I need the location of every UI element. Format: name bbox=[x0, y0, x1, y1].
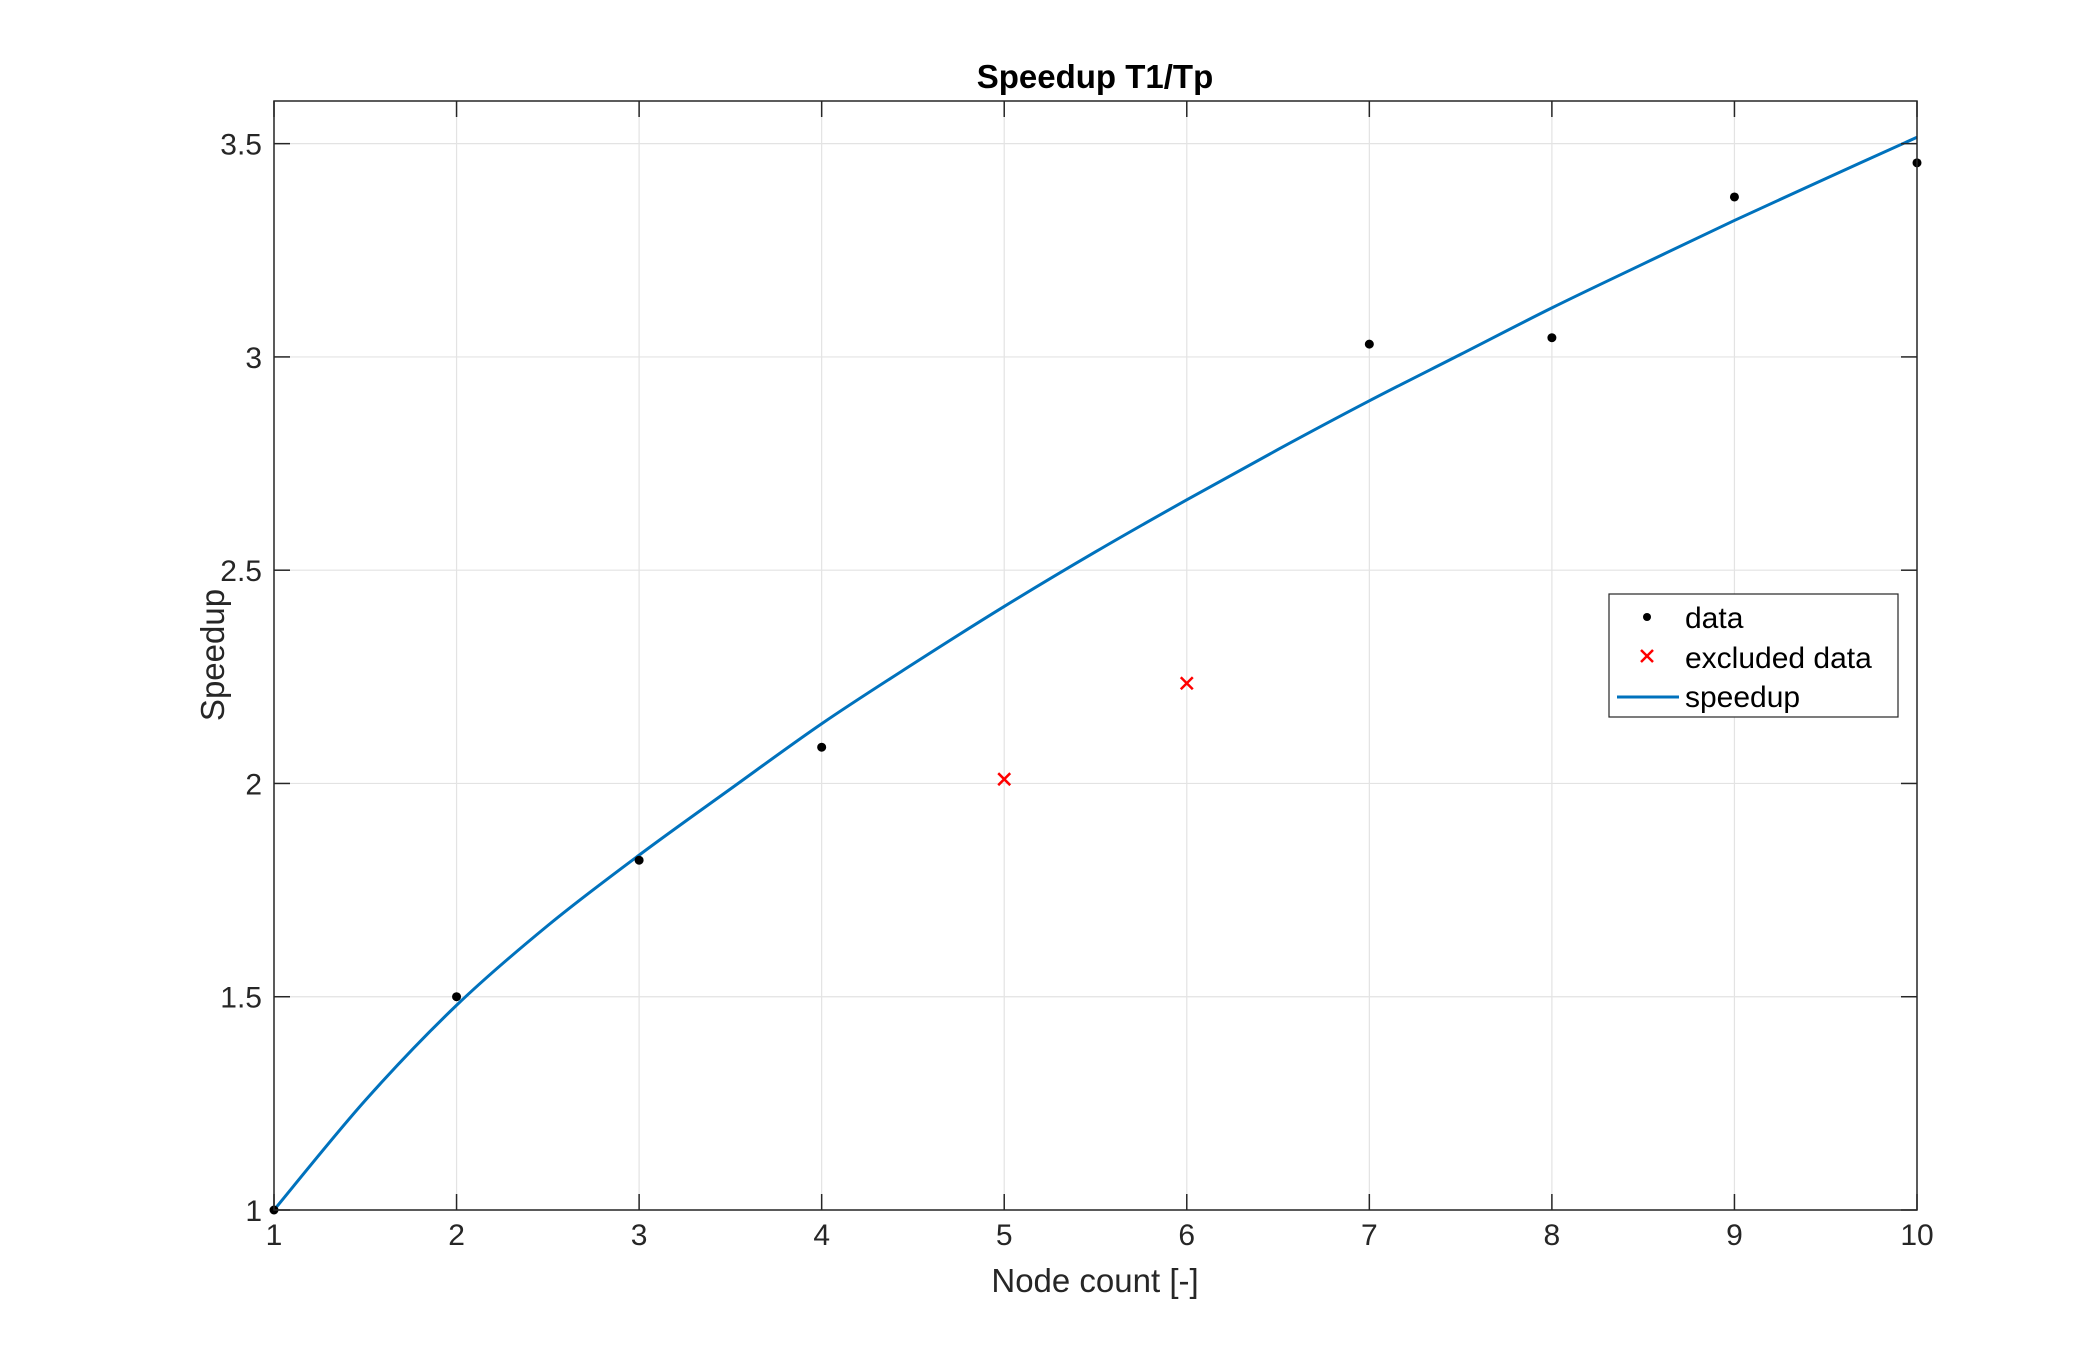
data-point bbox=[817, 742, 827, 752]
y-tick-label: 2 bbox=[245, 768, 262, 801]
data-point bbox=[452, 992, 462, 1002]
legend: data excluded data speedup bbox=[1608, 593, 1899, 718]
axis-ticks bbox=[273, 101, 1918, 1211]
legend-data-marker bbox=[1643, 613, 1651, 621]
x-axis-label: Node count [-] bbox=[991, 1262, 1198, 1299]
legend-label-speedup: speedup bbox=[1685, 681, 1800, 714]
excluded-data-point bbox=[997, 772, 1012, 787]
y-tick-label: 2.5 bbox=[220, 555, 262, 588]
x-tick-label: 10 bbox=[1900, 1219, 1933, 1252]
legend-label-data: data bbox=[1685, 602, 1744, 635]
y-tick-label: 3.5 bbox=[220, 129, 262, 162]
x-tick-labels: 1 2 3 4 5 6 7 8 9 10 bbox=[266, 1219, 1934, 1252]
plot-frame bbox=[273, 100, 1918, 1211]
data-point bbox=[634, 855, 644, 865]
x-tick-label: 8 bbox=[1544, 1219, 1561, 1252]
x-tick-label: 6 bbox=[1178, 1219, 1195, 1252]
excluded-data-point bbox=[1179, 676, 1194, 691]
data-point bbox=[1729, 192, 1739, 202]
x-tick-label: 2 bbox=[448, 1219, 465, 1252]
x-tick-label: 3 bbox=[631, 1219, 648, 1252]
legend-label-excluded-data: excluded data bbox=[1685, 642, 1872, 675]
y-axis-label: Speedup bbox=[194, 589, 231, 721]
data-point bbox=[1547, 333, 1557, 343]
data-point bbox=[1364, 339, 1374, 349]
markers-layer bbox=[269, 158, 1922, 1215]
y-tick-label: 1.5 bbox=[220, 982, 262, 1015]
x-tick-label: 9 bbox=[1726, 1219, 1743, 1252]
y-tick-label: 3 bbox=[245, 342, 262, 375]
speedup-curve-layer bbox=[272, 135, 1918, 1211]
x-tick-label: 1 bbox=[266, 1219, 283, 1252]
x-tick-label: 7 bbox=[1361, 1219, 1378, 1252]
x-tick-label: 4 bbox=[813, 1219, 830, 1252]
chart-title: Speedup T1/Tp bbox=[977, 58, 1214, 95]
x-tick-label: 5 bbox=[996, 1219, 1013, 1252]
y-tick-label: 1 bbox=[245, 1195, 262, 1228]
y-tick-labels: 1 1.5 2 2.5 3 3.5 bbox=[220, 129, 262, 1228]
speedup-curve bbox=[272, 135, 1918, 1211]
legend-excluded-marker bbox=[1640, 649, 1654, 663]
